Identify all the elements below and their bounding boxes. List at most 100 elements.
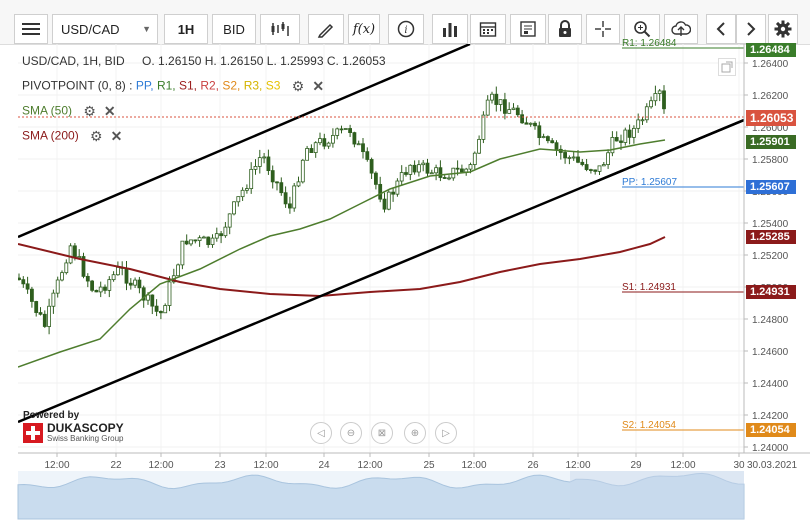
candle-body <box>571 156 576 159</box>
pivot-legend-item: S1, <box>178 78 201 93</box>
candle-body <box>283 192 288 205</box>
chart-type-icon <box>271 22 289 36</box>
zoom-out-button[interactable]: ⊖ <box>340 422 362 444</box>
report-icon <box>520 21 536 37</box>
price-tick-label: 1.26000 <box>752 123 789 134</box>
price-tick-label: 1.24800 <box>752 315 789 326</box>
price-tick-label: 1.26200 <box>752 91 789 102</box>
info-icon: i <box>397 20 415 38</box>
candle-body <box>64 262 69 274</box>
price-side-value: BID <box>223 21 245 37</box>
next-button[interactable] <box>736 14 766 44</box>
candle-body <box>636 119 641 129</box>
candle-body <box>468 164 473 170</box>
sma200-indicator[interactable]: SMA (200) ⚙ ✕ <box>22 128 122 145</box>
candle-body <box>133 279 138 286</box>
settings-button[interactable] <box>768 14 798 44</box>
sma200-price-badge: 1.25285 <box>746 230 796 244</box>
scroll-left-button[interactable]: ◁ <box>310 422 332 444</box>
time-tick-label: 30 <box>733 460 745 471</box>
candle-body <box>25 283 30 290</box>
price-tick-label: 1.25200 <box>752 251 789 262</box>
reset-button[interactable]: ⊠ <box>371 422 393 444</box>
candle-body <box>408 164 413 175</box>
candle-body <box>38 312 43 315</box>
candle-body <box>167 281 172 306</box>
zoom-in-button[interactable]: ⊕ <box>404 422 426 444</box>
candle-body <box>339 128 344 131</box>
candle-body <box>262 156 267 159</box>
candle-body <box>219 233 224 237</box>
overview-window[interactable] <box>570 471 744 519</box>
s1-label: S1: 1.24931 <box>622 282 676 293</box>
info-button[interactable]: i <box>388 14 424 44</box>
instrument-info: USD/CAD, 1H, BID O. 1.26150 H. 1.26150 L… <box>22 54 386 68</box>
candle-body <box>369 159 374 174</box>
candle-body <box>546 136 550 142</box>
expand-icon[interactable] <box>718 58 736 76</box>
candle-body <box>399 172 404 182</box>
pivot-indicator[interactable]: PIVOTPOINT (0, 8) : PP, R1, S1, R2, S2, … <box>22 78 324 95</box>
candle-body <box>146 294 150 301</box>
brand-name: DUKASCOPY <box>47 421 124 435</box>
settings-icon <box>774 20 792 38</box>
close-icon[interactable]: ✕ <box>110 128 123 144</box>
candle-body <box>442 177 447 179</box>
close-icon[interactable]: ✕ <box>312 78 325 94</box>
gear-icon[interactable]: ⚙ <box>291 78 305 94</box>
brand-subtitle: Swiss Banking Group <box>47 434 124 443</box>
zoom-button[interactable] <box>624 14 660 44</box>
sma200-line <box>18 236 666 298</box>
crosshair-button[interactable] <box>586 14 620 44</box>
candle-body <box>537 125 542 139</box>
price-tick-label: 1.24600 <box>752 347 789 358</box>
candle-body <box>541 136 546 139</box>
candle-body <box>77 256 82 259</box>
candle-body <box>29 288 34 302</box>
indicators-icon <box>443 23 457 37</box>
symbol-select[interactable]: USD/CAD ▼ <box>52 14 158 44</box>
calendar-button[interactable] <box>470 14 506 44</box>
candle-body <box>425 162 430 174</box>
candle-body <box>455 167 460 170</box>
candle-body <box>189 239 193 245</box>
candle-body <box>90 280 94 291</box>
gear-icon[interactable]: ⚙ <box>90 128 103 144</box>
candle-body <box>154 305 159 312</box>
price-tick-label: 1.26400 <box>752 59 789 70</box>
candle-body <box>632 127 636 138</box>
close-icon[interactable]: ✕ <box>103 103 116 119</box>
time-tick-label: 23 <box>214 460 226 471</box>
ohlc-values: O. 1.26150 H. 1.26150 L. 1.25993 C. 1.26… <box>142 54 386 68</box>
indicators-button[interactable] <box>432 14 468 44</box>
candle-body <box>472 152 477 165</box>
scroll-right-button[interactable]: ▷ <box>435 422 457 444</box>
upper-channel-line <box>18 44 471 239</box>
cloud-upload-button[interactable] <box>664 14 698 44</box>
lock-button[interactable] <box>548 14 582 44</box>
gear-icon[interactable]: ⚙ <box>83 103 96 119</box>
prev-button[interactable] <box>706 14 736 44</box>
menu-button[interactable] <box>14 14 48 44</box>
chart-type-button[interactable] <box>260 14 300 44</box>
price-side-select[interactable]: BID <box>212 14 256 44</box>
price-tick-label: 1.24200 <box>752 411 789 422</box>
cloud-upload-icon <box>671 21 691 36</box>
pivot-legend-item: R3, <box>243 78 266 93</box>
price-chart[interactable]: 1.264001.262001.260001.258001.256001.254… <box>0 44 810 524</box>
candle-body <box>60 272 64 281</box>
candle-body <box>649 100 653 108</box>
candle-body <box>176 264 181 277</box>
time-tick-label: 12:00 <box>357 460 382 471</box>
candle-body <box>356 143 361 146</box>
candle-body <box>232 201 236 215</box>
report-button[interactable] <box>510 14 546 44</box>
candle-body <box>51 292 56 307</box>
function-button[interactable]: f(x) <box>348 14 380 44</box>
candle-body <box>391 191 396 195</box>
candle-body <box>55 279 60 294</box>
sma50-indicator[interactable]: SMA (50) ⚙ ✕ <box>22 103 116 120</box>
draw-button[interactable] <box>308 14 344 44</box>
candle-body <box>180 240 185 266</box>
timeframe-select[interactable]: 1H <box>164 14 208 44</box>
